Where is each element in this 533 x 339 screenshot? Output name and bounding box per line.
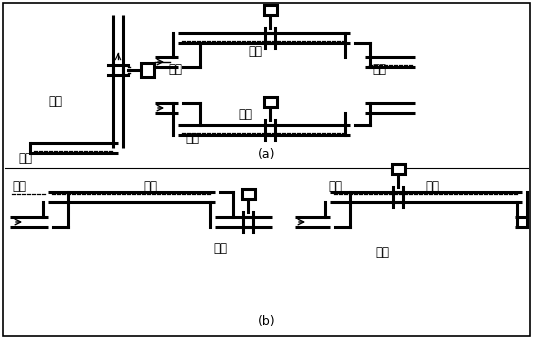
Bar bbox=[392, 164, 405, 174]
Text: 正确: 正确 bbox=[213, 242, 227, 255]
Text: 气泡: 气泡 bbox=[328, 180, 342, 193]
Text: 液体: 液体 bbox=[18, 152, 32, 165]
Text: (a): (a) bbox=[259, 148, 276, 161]
Bar bbox=[264, 5, 277, 15]
Bar bbox=[242, 189, 255, 199]
Text: 错误: 错误 bbox=[375, 246, 389, 259]
Text: 液体: 液体 bbox=[185, 132, 199, 145]
Text: 气泡: 气泡 bbox=[12, 180, 26, 193]
Text: (b): (b) bbox=[258, 315, 276, 328]
Text: 正确: 正确 bbox=[48, 95, 62, 108]
Text: 气泡: 气泡 bbox=[143, 180, 157, 193]
Bar bbox=[264, 97, 277, 107]
Bar bbox=[141, 63, 154, 77]
Text: 液体: 液体 bbox=[168, 63, 182, 76]
Text: 正确: 正确 bbox=[248, 45, 262, 58]
Text: 错误: 错误 bbox=[238, 108, 252, 121]
Text: 气泡: 气泡 bbox=[425, 180, 439, 193]
Text: 液体: 液体 bbox=[372, 63, 386, 76]
